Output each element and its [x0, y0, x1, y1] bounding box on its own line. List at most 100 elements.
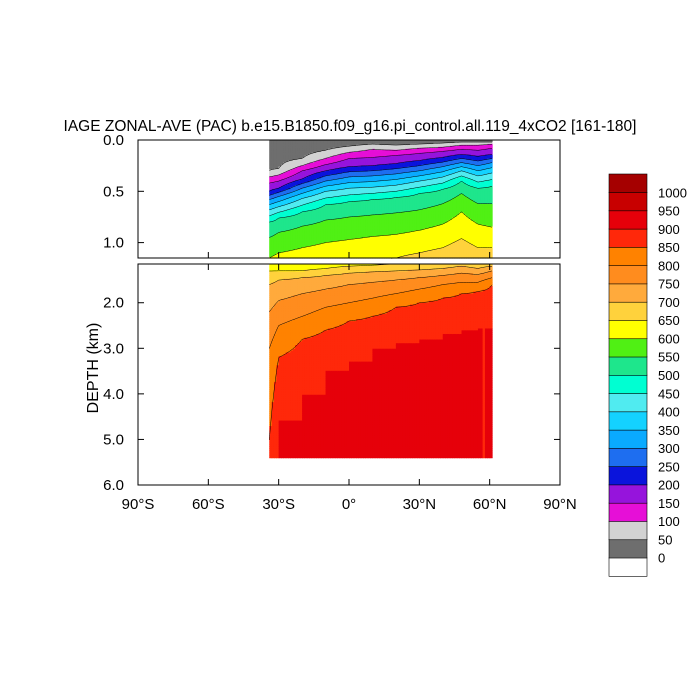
field-cell	[292, 171, 296, 174]
field-cell	[290, 252, 294, 254]
field-cell	[290, 241, 294, 243]
field-cell	[302, 161, 306, 164]
field-cell	[309, 188, 313, 190]
field-cell	[304, 197, 308, 199]
field-cell	[304, 206, 308, 209]
field-cell	[292, 173, 296, 176]
field-cell	[283, 242, 287, 244]
field-cell	[299, 145, 303, 148]
field-cell	[297, 150, 301, 153]
field-cell	[278, 212, 282, 215]
field-cell	[302, 185, 306, 187]
field-cell	[281, 187, 284, 189]
field-cell	[271, 154, 275, 157]
field-cell	[281, 239, 284, 241]
field-cell	[278, 245, 282, 247]
field-cell	[276, 159, 280, 162]
field-cell	[288, 175, 291, 177]
field-cell	[288, 140, 291, 143]
field-cell	[278, 237, 282, 239]
field-cell	[271, 141, 275, 144]
field-cell	[276, 176, 280, 178]
field-cell	[292, 230, 296, 233]
field-cell	[269, 195, 273, 197]
field-cell	[278, 140, 282, 143]
field-cell	[276, 140, 280, 143]
field-cell	[281, 186, 284, 188]
field-cell	[306, 242, 310, 244]
field-cell	[285, 237, 289, 239]
field-cell	[290, 253, 294, 255]
field-cell	[281, 196, 284, 198]
field-cell	[309, 140, 313, 142]
field-cell	[281, 246, 284, 248]
field-cell	[309, 168, 313, 171]
field-cell	[295, 171, 299, 174]
field-cell	[299, 176, 303, 178]
field-cell	[276, 199, 280, 201]
field-cell	[271, 170, 275, 173]
field-cell	[271, 238, 275, 240]
field-cell	[281, 189, 284, 191]
field-cell	[273, 189, 277, 191]
field-cell	[304, 182, 308, 184]
field-cell	[292, 234, 296, 236]
field-cell	[290, 222, 294, 225]
field-cell	[304, 222, 308, 225]
field-cell	[304, 218, 308, 221]
field-cell	[269, 219, 273, 222]
field-cell	[292, 201, 296, 204]
field-cell	[273, 243, 277, 245]
field-cell	[309, 149, 313, 152]
field-cell	[281, 179, 284, 181]
field-cell	[290, 226, 294, 229]
field-cell	[278, 222, 282, 225]
field-cell	[281, 168, 284, 171]
field-cell	[299, 162, 303, 165]
field-cell	[278, 193, 282, 195]
field-cell	[278, 190, 282, 192]
field-cell	[297, 147, 301, 150]
field-cell	[278, 247, 282, 249]
field-cell	[297, 199, 301, 202]
field-cell	[276, 144, 280, 147]
field-cell	[269, 215, 273, 218]
field-cell	[299, 188, 303, 190]
field-cell	[281, 194, 284, 196]
field-cell	[273, 180, 277, 182]
field-cell	[281, 213, 284, 216]
field-cell	[278, 179, 282, 181]
field-cell	[306, 243, 310, 245]
field-cell	[271, 235, 275, 237]
field-cell	[278, 202, 282, 205]
field-cell	[299, 144, 303, 147]
field-cell	[278, 240, 282, 242]
field-cell	[297, 220, 301, 223]
field-cell	[290, 223, 294, 226]
field-cell	[278, 253, 282, 255]
field-cell	[295, 145, 299, 148]
field-cell	[273, 176, 277, 178]
field-cell	[299, 227, 303, 230]
field-cell	[302, 176, 306, 178]
field-cell	[276, 256, 280, 258]
field-cell	[281, 249, 284, 251]
field-cell	[273, 252, 277, 254]
chart-title: IAGE ZONAL-AVE (PAC) b.e15.B1850.f09_g16…	[64, 118, 637, 135]
field-cell	[290, 235, 294, 237]
field-cell	[297, 144, 301, 147]
field-cell	[273, 178, 277, 180]
field-cell	[269, 191, 273, 193]
field-cell	[297, 241, 301, 243]
field-cell	[302, 237, 306, 239]
field-cell	[285, 175, 289, 177]
field-cell	[295, 182, 299, 184]
field-cell	[304, 236, 308, 238]
field-cell	[297, 232, 301, 235]
field-cell	[281, 237, 284, 239]
field-cell	[299, 199, 303, 201]
field-cell	[304, 155, 308, 158]
field-cell	[283, 236, 287, 238]
field-cell	[281, 146, 284, 149]
field-cell	[278, 226, 282, 229]
